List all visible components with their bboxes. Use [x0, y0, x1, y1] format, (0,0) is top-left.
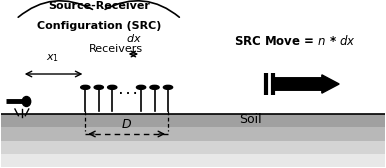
Text: · · ·: · · ·	[119, 89, 137, 99]
Bar	[1, 154, 385, 167]
Circle shape	[163, 85, 173, 89]
Bar	[1, 114, 385, 127]
Bar	[1, 127, 385, 141]
Text: $D$: $D$	[121, 118, 132, 131]
Text: Receivers: Receivers	[89, 44, 143, 54]
FancyArrow shape	[272, 75, 339, 93]
Text: Configuration (SRC): Configuration (SRC)	[37, 21, 161, 31]
Circle shape	[108, 85, 117, 89]
Text: Soil: Soil	[239, 113, 262, 126]
Circle shape	[81, 85, 90, 89]
Bar	[1, 141, 385, 154]
Text: $x_1$: $x_1$	[46, 52, 59, 64]
Ellipse shape	[22, 96, 31, 107]
Text: Source-Receiver: Source-Receiver	[48, 1, 150, 11]
Text: SRC Move = $n$ * $dx$: SRC Move = $n$ * $dx$	[234, 34, 356, 48]
Circle shape	[94, 85, 103, 89]
Circle shape	[137, 85, 146, 89]
Text: $dx$: $dx$	[125, 32, 141, 44]
Circle shape	[150, 85, 159, 89]
